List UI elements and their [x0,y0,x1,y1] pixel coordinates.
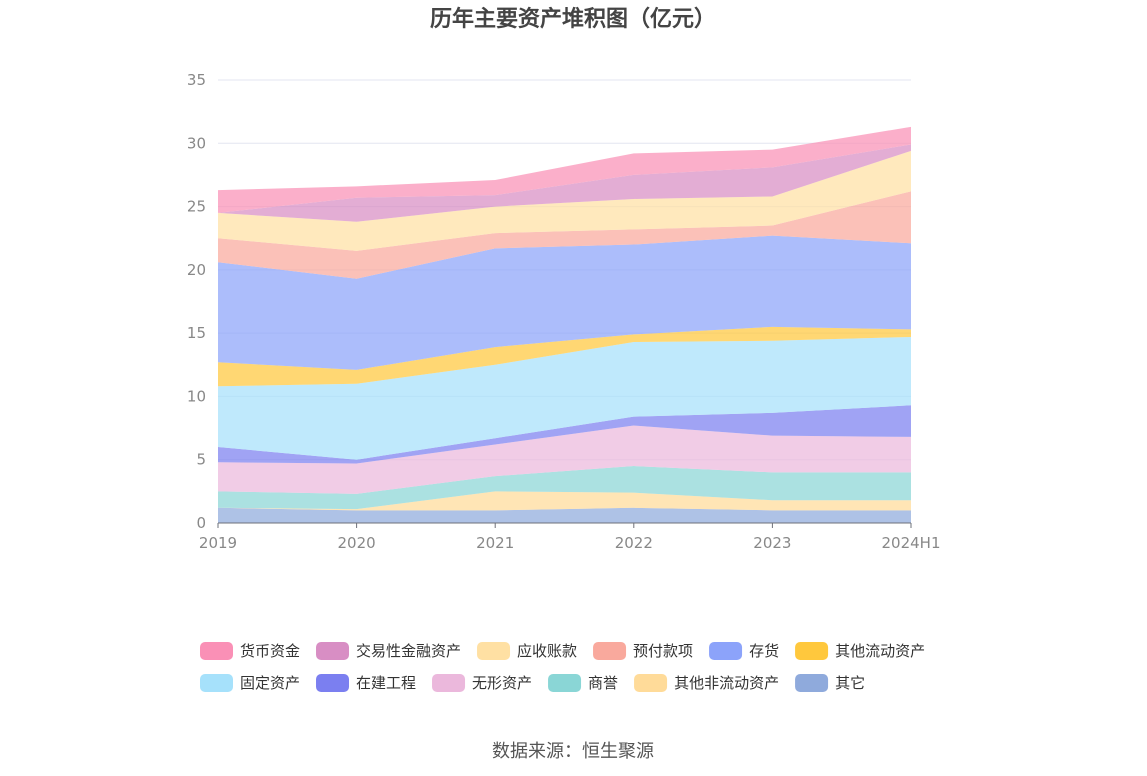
area-series-10 [218,144,911,222]
legend-label: 无形资产 [472,674,532,692]
area-series-9 [218,150,911,251]
area-series-4 [218,405,911,464]
area-series-7 [218,235,911,370]
legend-label: 固定资产 [240,674,300,692]
axes: 2019 2020 2021 2022 2023 2024H1 0 5 10 15 20 25 30 35 [187,71,941,552]
y-tick-label: 30 [187,134,206,152]
y-tick-label: 15 [187,324,206,342]
y-tick-label: 35 [187,71,206,89]
legend-label: 其他非流动资产 [674,674,779,692]
x-tick-label: 2019 [199,534,237,552]
legend-swatch [548,674,582,692]
x-tick-label: 2021 [476,534,514,552]
y-tick-label: 5 [196,451,206,469]
x-tick-label: 2023 [753,534,791,552]
area-series-2 [218,466,911,510]
legend-swatch [316,674,350,692]
legend-label: 其他流动资产 [835,642,925,660]
y-tick-label: 10 [187,387,206,405]
area-series-6 [218,326,911,387]
legend-swatch [709,642,743,660]
area-series-1 [218,491,911,511]
legend-label: 其它 [835,674,865,692]
legend-swatch [432,674,466,692]
area-series-0 [218,507,911,523]
y-tick-label: 25 [187,198,206,216]
legend-label: 应收账款 [517,642,577,660]
legend-swatch [200,674,233,692]
area-series-11 [218,126,911,213]
y-tick-label: 0 [196,514,206,532]
legend-swatch [634,674,668,692]
legend-swatch [593,642,627,660]
y-tick-label: 20 [187,261,206,279]
area-series-3 [218,425,911,494]
legend-swatch [795,642,829,660]
legend-label: 预付款项 [633,642,693,660]
legend-swatch [316,642,350,660]
source-note: 数据来源：恒生聚源 [492,741,654,762]
chart-title: 历年主要资产堆积图（亿元） [430,6,716,32]
legend-label: 商誉 [588,674,618,692]
legend-label: 在建工程 [356,674,416,692]
legend-swatch [200,642,233,660]
legend-swatch [795,674,829,692]
area-series-8 [218,191,911,279]
x-tick-label: 2024H1 [882,534,941,552]
legend-label: 货币资金 [240,642,300,660]
area-series-5 [218,336,911,460]
area-series-group [218,126,911,523]
x-tick-label: 2022 [615,534,653,552]
legend-label: 存货 [749,642,779,660]
legend-swatch [477,642,511,660]
legend-label: 交易性金融资产 [356,642,461,660]
x-tick-label: 2020 [338,534,376,552]
